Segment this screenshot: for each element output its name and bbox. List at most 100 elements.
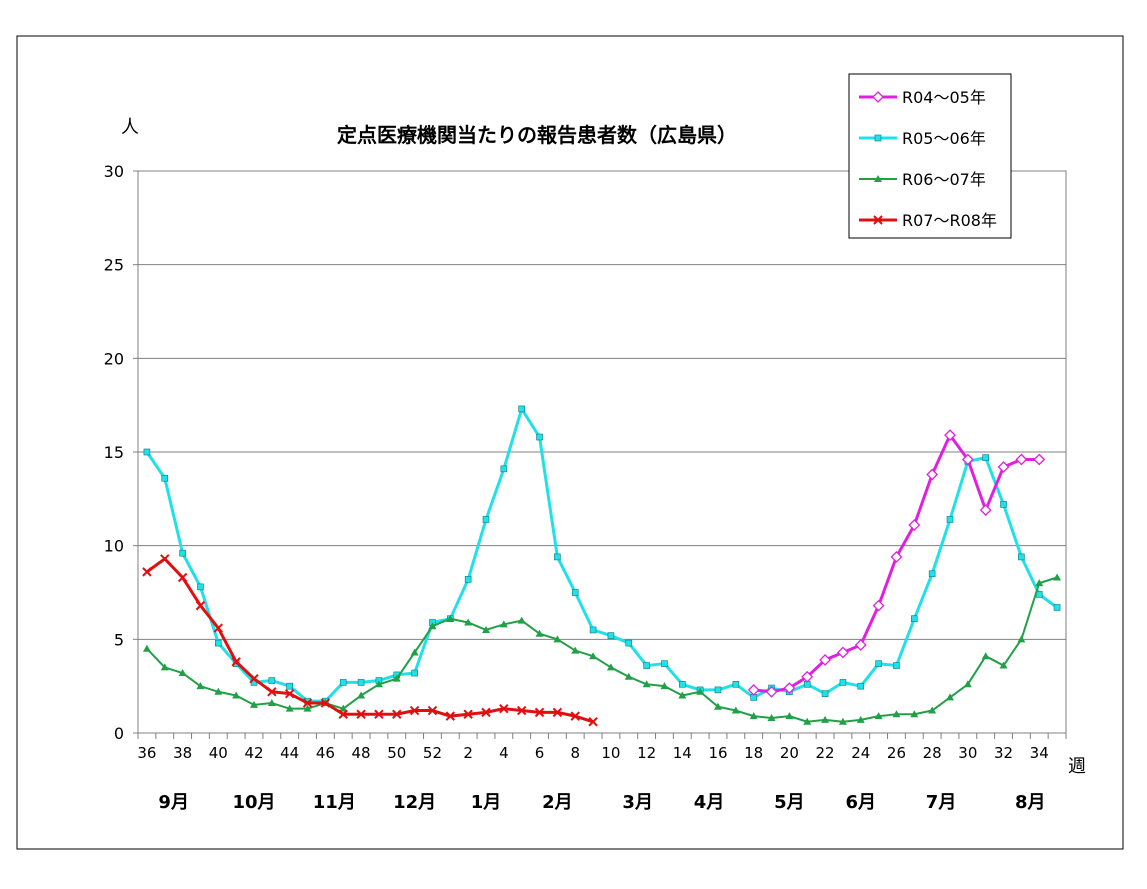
data-point-stroke: [338, 709, 348, 719]
data-point: [320, 698, 331, 708]
data-point: [606, 663, 615, 671]
y-tick-label: 15: [104, 443, 124, 462]
data-point: [893, 662, 900, 669]
data-point-stroke: [481, 707, 491, 718]
data-point: [819, 654, 831, 666]
legend-item: R05～06年: [859, 129, 986, 148]
x-tick-label: 26: [887, 744, 906, 762]
month-label: 3月: [622, 792, 653, 813]
data-point-stroke: [213, 623, 224, 633]
data-point: [535, 629, 544, 637]
x-tick-label: 52: [423, 744, 442, 762]
x-tick-label: 48: [352, 744, 371, 762]
data-point: [872, 599, 885, 612]
data-point: [410, 648, 419, 656]
series-line: [146, 557, 594, 724]
data-point: [356, 709, 366, 719]
data-point: [856, 715, 865, 723]
data-point: [982, 454, 989, 461]
chart-title: 定点医療機関当たりの報告患者数（広島県）: [337, 123, 737, 147]
data-point-stroke: [516, 705, 527, 716]
data-point: [500, 465, 508, 473]
data-point: [249, 673, 259, 684]
data-point-stroke: [552, 707, 563, 718]
data-point: [588, 717, 598, 727]
legend-item: R06～07年: [859, 170, 986, 189]
x-tick-label: 32: [994, 744, 1013, 762]
data-point: [1035, 579, 1044, 587]
x-tick-label: 24: [851, 744, 870, 762]
x-tick-label: 8: [570, 744, 580, 762]
series-4: [142, 554, 598, 727]
data-point: [872, 91, 884, 103]
data-point: [854, 639, 867, 651]
x-axis-unit: 週: [1068, 756, 1086, 777]
data-point: [928, 570, 936, 578]
legend-label: R04～05年: [902, 88, 986, 107]
data-point: [481, 707, 491, 718]
data-point: [1053, 573, 1062, 581]
data-point-stroke: [302, 698, 313, 708]
data-point: [197, 583, 204, 591]
x-tick-label: 16: [708, 744, 727, 762]
data-point: [499, 620, 508, 628]
y-tick-label: 25: [104, 256, 124, 275]
series-1: [747, 429, 1046, 698]
data-point: [214, 687, 223, 695]
data-point: [589, 652, 598, 660]
month-label: 12月: [393, 792, 436, 813]
data-point: [890, 550, 903, 563]
data-point: [944, 429, 956, 442]
data-point: [357, 679, 365, 686]
data-point: [409, 705, 420, 716]
x-tick-label: 6: [535, 744, 545, 762]
data-point: [946, 693, 954, 701]
data-point: [517, 616, 526, 624]
series-lines: [142, 405, 1062, 727]
x-tick-label: 30: [958, 744, 977, 762]
data-point: [801, 670, 814, 683]
data-point: [696, 687, 705, 695]
data-point: [997, 461, 1010, 473]
data-point: [195, 600, 206, 611]
x-tick-label: 2: [463, 744, 473, 762]
data-point: [179, 549, 186, 557]
y-tick-label: 20: [104, 349, 124, 368]
data-point: [679, 680, 686, 688]
data-point-stroke: [160, 554, 170, 564]
y-tick-label: 0: [114, 724, 124, 743]
x-tick-label: 40: [209, 744, 228, 762]
x-tick-label: 50: [387, 744, 406, 762]
data-point: [731, 706, 740, 714]
data-point: [552, 707, 563, 718]
data-point: [143, 448, 151, 456]
data-point: [213, 623, 224, 633]
data-point-stroke: [195, 600, 206, 611]
data-point: [464, 576, 472, 583]
y-axis-ticks: 0 5 10 15 20 25 30: [104, 162, 138, 743]
data-point: [339, 679, 347, 686]
x-tick-label: 20: [780, 744, 799, 762]
x-axis-ticks: 36 38 40 42 44 46 48 50 52 2 4 6 8 10 12 14 16 18 20 22 24 26…: [137, 733, 1067, 762]
x-tick-label: 42: [244, 744, 263, 762]
data-point-stroke: [142, 567, 152, 577]
data-point: [178, 669, 187, 677]
x-tick-label: 4: [499, 744, 509, 762]
month-label: 10月: [232, 792, 275, 813]
series-3: [142, 573, 1062, 725]
data-point: [160, 554, 170, 564]
data-point-stroke: [284, 688, 295, 699]
data-point: [661, 660, 668, 667]
data-point: [926, 468, 939, 481]
data-point: [892, 710, 901, 718]
data-point: [911, 615, 918, 623]
data-point: [553, 635, 562, 643]
data-point: [607, 632, 615, 639]
data-point: [908, 519, 921, 531]
data-point: [1018, 553, 1025, 561]
data-point: [518, 405, 525, 413]
data-point-stroke: [499, 703, 509, 714]
x-tick-label: 14: [673, 744, 692, 762]
data-point: [534, 707, 545, 718]
